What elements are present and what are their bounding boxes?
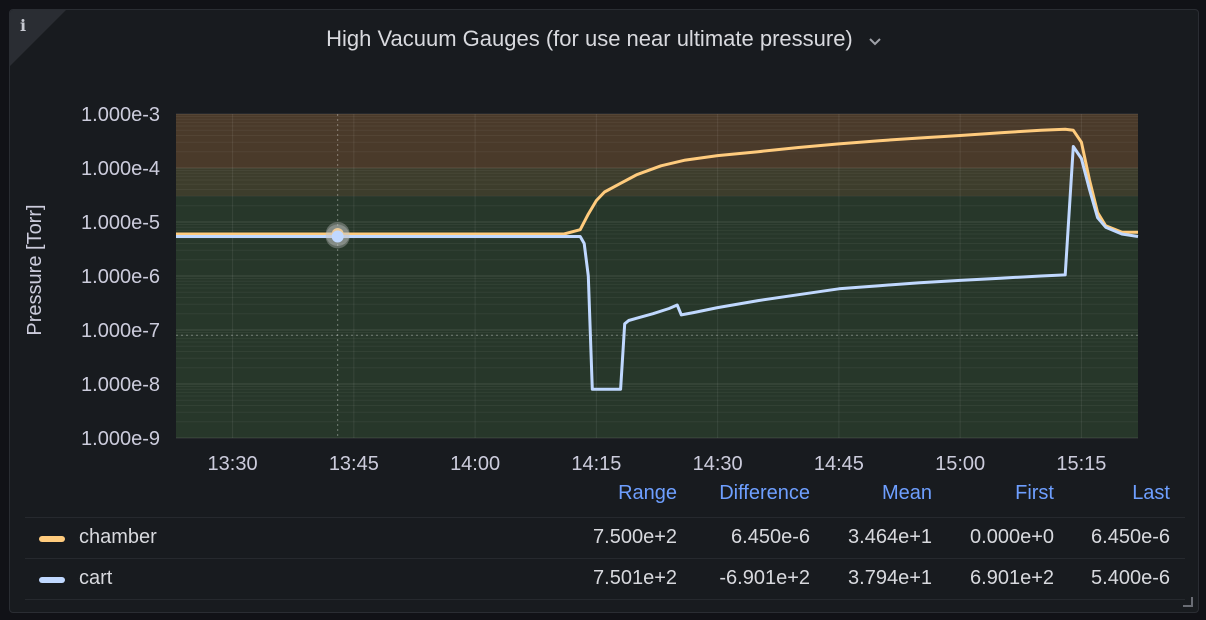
panel-header: High Vacuum Gauges (for use near ultimat… — [10, 26, 1198, 52]
series-swatch — [39, 577, 65, 583]
y-tick-label: 1.000e-3 — [81, 104, 160, 126]
legend-value-last: 6.450e-6 — [1091, 526, 1170, 548]
series-line-cart[interactable] — [176, 145, 1139, 391]
series-line-chamber[interactable] — [176, 127, 1139, 236]
x-tick-label: 14:30 — [693, 453, 743, 475]
x-tick-label: 13:30 — [208, 453, 258, 475]
legend-value-difference: -6.901e+2 — [719, 567, 810, 589]
legend-value-difference: 6.450e-6 — [731, 526, 810, 548]
x-tick-label: 13:45 — [329, 453, 379, 475]
legend-row-cart[interactable]: cart 7.501e+2 -6.901e+2 3.794e+1 6.901e+… — [25, 558, 1185, 600]
y-tick-label: 1.000e-9 — [81, 428, 160, 450]
legend-value-mean: 3.464e+1 — [848, 526, 932, 548]
line-chart[interactable]: 1.000e-3 1.000e-4 1.000e-5 1.000e-6 1.000e-7… — [10, 10, 1199, 480]
x-tick-label: 14:00 — [450, 453, 500, 475]
series-name[interactable]: chamber — [79, 526, 157, 548]
legend-value-last: 5.400e-6 — [1091, 567, 1170, 589]
hover-point-cart — [331, 230, 344, 243]
legend-value-first: 0.000e+0 — [970, 526, 1054, 548]
series-swatch — [39, 536, 65, 542]
resize-handle-icon[interactable] — [1183, 597, 1193, 607]
legend-header: Range Difference Mean First Last — [10, 482, 1198, 512]
panel-title[interactable]: High Vacuum Gauges (for use near ultimat… — [326, 26, 853, 51]
x-tick-label: 15:15 — [1056, 453, 1106, 475]
panel: i High Vacuum Gauges (for use near ultim… — [9, 9, 1199, 613]
x-tick-label: 15:00 — [935, 453, 985, 475]
x-tick-label: 14:45 — [814, 453, 864, 475]
legend-col-range[interactable]: Range — [618, 482, 677, 504]
legend-value-range: 7.500e+2 — [593, 526, 677, 548]
y-tick-label: 1.000e-6 — [81, 266, 160, 288]
series-name[interactable]: cart — [79, 567, 113, 589]
legend-value-mean: 3.794e+1 — [848, 567, 932, 589]
legend-row-chamber[interactable]: chamber 7.500e+2 6.450e-6 3.464e+1 0.000… — [25, 517, 1185, 558]
legend-col-difference[interactable]: Difference — [719, 482, 810, 504]
legend-col-last[interactable]: Last — [1132, 482, 1170, 504]
info-corner[interactable] — [10, 10, 66, 66]
threshold-band — [176, 168, 1138, 197]
y-axis-label: Pressure [Torr] — [24, 204, 46, 335]
y-tick-label: 1.000e-8 — [81, 374, 160, 396]
y-tick-label: 1.000e-4 — [81, 158, 160, 180]
chevron-down-icon[interactable] — [868, 32, 882, 51]
legend-col-first[interactable]: First — [1015, 482, 1054, 504]
y-tick-label: 1.000e-5 — [81, 212, 160, 234]
y-tick-label: 1.000e-7 — [81, 320, 160, 342]
x-tick-label: 14:15 — [571, 453, 621, 475]
legend-value-first: 6.901e+2 — [970, 567, 1054, 589]
threshold-band — [176, 114, 1138, 168]
info-icon[interactable]: i — [20, 16, 27, 35]
legend-value-range: 7.501e+2 — [593, 567, 677, 589]
legend-col-mean[interactable]: Mean — [881, 482, 932, 504]
